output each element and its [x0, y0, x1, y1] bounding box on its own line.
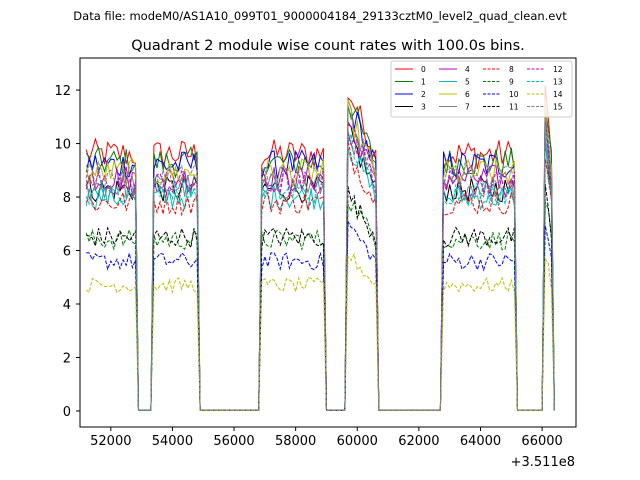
legend-label-3: 3 [421, 103, 426, 112]
legend-label-10: 10 [509, 90, 519, 99]
series-line-8 [85, 140, 555, 411]
legend-label-6: 6 [465, 90, 470, 99]
series-line-9 [85, 200, 555, 411]
x-tick-label: 58000 [275, 434, 316, 449]
y-tick-label: 8 [63, 191, 71, 206]
x-offset-label: +3.511e8 [511, 455, 575, 470]
legend-label-8: 8 [509, 65, 514, 74]
legend-label-4: 4 [465, 65, 470, 74]
series-line-2 [85, 99, 555, 411]
y-tick-label: 6 [63, 245, 71, 260]
legend-label-1: 1 [421, 78, 426, 87]
legend-label-12: 12 [553, 65, 563, 74]
y-tick-label: 0 [63, 405, 71, 420]
series-line-15 [85, 108, 555, 411]
series-line-11 [86, 184, 555, 411]
suptitle: Data file: modeM0/AS1A10_099T01_90000041… [73, 9, 567, 23]
legend-label-0: 0 [421, 65, 426, 74]
legend-label-5: 5 [465, 78, 470, 87]
series-lines [85, 85, 555, 411]
y-tick-label: 2 [63, 351, 71, 366]
axes: 52000 54000 56000 58000 60000 62000 64000 66000… [54, 57, 577, 449]
legend-label-7: 7 [465, 103, 470, 112]
legend-label-13: 13 [553, 78, 563, 87]
legend-label-15: 15 [553, 103, 563, 112]
y-tick-label: 10 [54, 138, 71, 153]
legend-label-11: 11 [509, 103, 519, 112]
plot-frame [79, 57, 577, 428]
x-tick-label: 54000 [152, 434, 193, 449]
x-tick-label: 52000 [90, 434, 131, 449]
series-line-6 [85, 99, 555, 411]
y-tick-label: 4 [63, 298, 71, 313]
x-tick-label: 66000 [521, 434, 562, 449]
x-tick-label: 56000 [213, 434, 254, 449]
x-tick-label: 64000 [460, 434, 501, 449]
series-line-14 [85, 252, 555, 411]
y-tick-label: 12 [54, 84, 71, 99]
legend-label-9: 9 [509, 78, 514, 87]
legend-label-14: 14 [553, 90, 563, 99]
series-line-10 [86, 221, 555, 411]
series-line-12 [85, 121, 555, 411]
x-tick-label: 62000 [398, 434, 439, 449]
legend-label-2: 2 [421, 90, 426, 99]
chart-title: Quadrant 2 module wise count rates with … [131, 38, 525, 54]
x-tick-label: 60000 [337, 434, 378, 449]
legend-box [390, 60, 573, 118]
